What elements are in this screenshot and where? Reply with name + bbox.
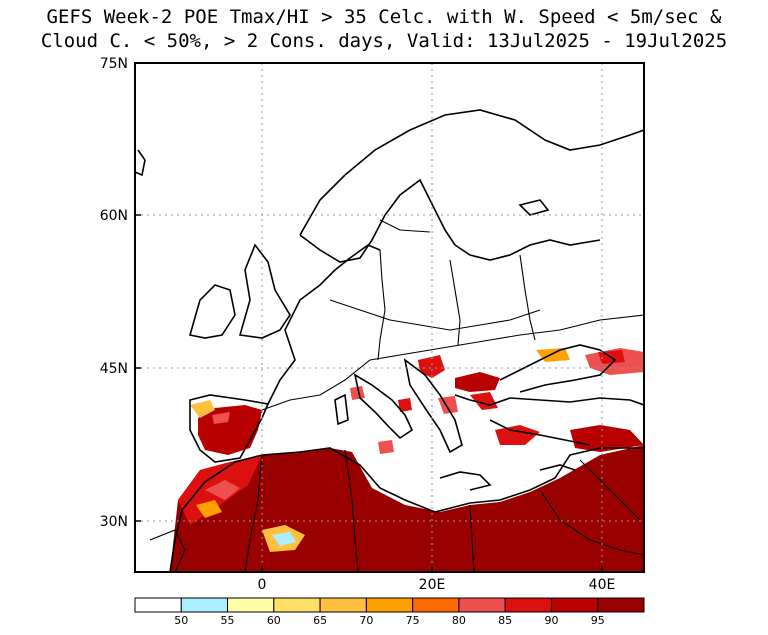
border-central-europe <box>329 299 541 331</box>
border-germany-poland <box>377 249 386 361</box>
colorbar-swatch <box>412 597 460 613</box>
coast-black-sea <box>499 344 617 393</box>
lon-label-20e: 20E <box>419 577 446 593</box>
coast-north-africa <box>169 447 644 572</box>
colorbar-label: 90 <box>544 614 558 627</box>
border-southern-europe <box>261 314 644 411</box>
colorbar-label: 65 <box>313 614 327 627</box>
lat-label-75n: 75N <box>100 56 128 72</box>
coastlines <box>135 109 644 572</box>
colorbar-swatch <box>180 597 229 613</box>
colorbar-label: 50 <box>174 614 188 627</box>
colorbar: 50 55 60 65 70 75 80 85 90 95 <box>134 597 645 627</box>
fill-sicily-85 <box>378 440 394 454</box>
border-western-sahara <box>149 529 186 572</box>
country-borders <box>149 219 644 572</box>
colorbar-swatch <box>319 597 367 613</box>
border-ukraine-russia <box>519 254 536 341</box>
coast-iceland <box>135 149 146 177</box>
border-saudi-arabia <box>539 489 644 556</box>
border-iraq <box>579 459 641 521</box>
border-morocco-algeria <box>244 454 263 572</box>
fill-anatolia-90 <box>495 425 540 445</box>
lon-label-0: 0 <box>258 577 267 593</box>
colorbar-swatch <box>227 597 275 613</box>
chart-title-line-1: GEFS Week-2 POE Tmax/HI > 35 Celc. with … <box>46 6 722 28</box>
fill-thrace-90 <box>470 392 498 410</box>
coast-italy <box>353 373 414 440</box>
coast-balkans <box>403 358 463 454</box>
coast-baltic <box>454 239 601 261</box>
colorbar-swatch <box>504 597 552 613</box>
coast-lake-onega <box>518 199 550 216</box>
coast-cyprus <box>539 464 576 471</box>
border-poland-east <box>449 259 461 346</box>
coast-turkey-south <box>489 419 591 446</box>
coast-ireland <box>188 284 236 339</box>
axis-ticks <box>135 62 603 572</box>
lon-label-40e: 40E <box>589 577 616 593</box>
colorbar-swatch <box>550 597 599 613</box>
fill-italy-90 <box>398 398 412 412</box>
colorbar-swatch <box>134 597 182 613</box>
coast-turkey-north <box>454 394 644 406</box>
colorbar-swatch <box>273 597 321 613</box>
fill-hoggar-55 <box>272 532 296 546</box>
coast-cyrenaica <box>439 471 492 491</box>
coast-iberia <box>189 394 270 463</box>
colorbar-swatch <box>458 597 506 613</box>
fill-atlas-85 <box>205 480 240 500</box>
fill-atlas-75 <box>196 500 222 518</box>
lat-label-30n: 30N <box>100 514 128 530</box>
border-denmark <box>379 219 431 233</box>
fill-iberia-70 <box>190 400 215 418</box>
coast-sardinia <box>334 393 349 426</box>
fill-iberia-85 <box>212 412 230 424</box>
colorbar-label: 80 <box>452 614 466 627</box>
lat-label-45n: 45N <box>100 361 128 377</box>
colorbar-swatch <box>365 597 414 613</box>
colorbar-swatch <box>597 597 645 613</box>
coast-britain <box>238 243 291 339</box>
chart-title-line-2: Cloud C. < 50%, > 2 Cons. days, Valid: 1… <box>40 30 728 52</box>
map-frame <box>134 62 645 573</box>
probability-fill <box>170 348 644 572</box>
colorbar-label: 95 <box>591 614 605 627</box>
fill-serbia-90 <box>418 355 445 378</box>
colorbar-label: 55 <box>221 614 235 627</box>
fill-bulgaria-95 <box>455 372 500 392</box>
colorbar-label: 75 <box>406 614 420 627</box>
coast-france-lowlands <box>267 244 381 405</box>
border-libya-egypt <box>469 504 475 572</box>
colorbar-label: 85 <box>498 614 512 627</box>
graticule <box>135 63 644 572</box>
colorbar-label: 60 <box>267 614 281 627</box>
border-algeria-libya <box>344 449 359 572</box>
fill-italy-85 <box>350 386 365 400</box>
colorbar-label: 70 <box>359 614 373 627</box>
coast-scandinavia-north <box>299 109 644 236</box>
coast-scandinavia-south <box>299 178 456 263</box>
lat-label-60n: 60N <box>100 208 128 224</box>
